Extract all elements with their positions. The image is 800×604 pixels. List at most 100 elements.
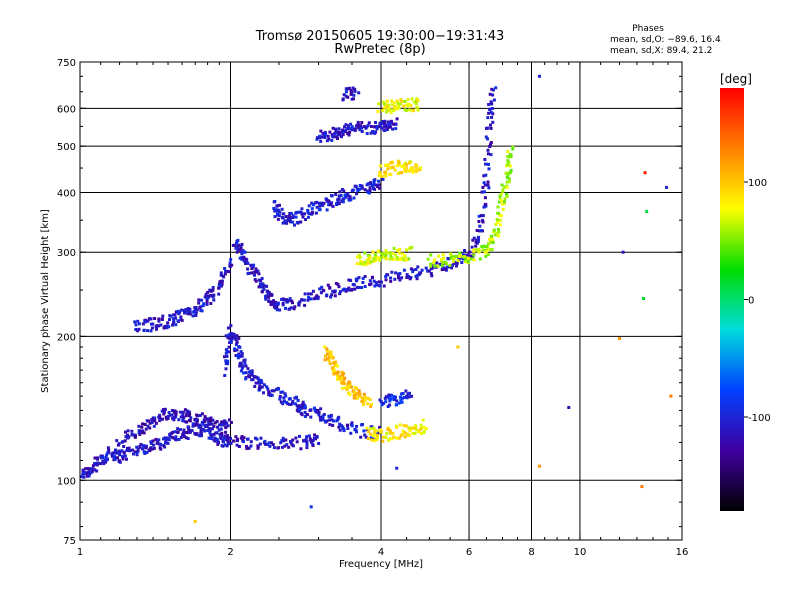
- data-point: [355, 192, 359, 196]
- data-point: [244, 377, 248, 381]
- data-point: [235, 334, 239, 338]
- data-point: [258, 378, 262, 382]
- data-point: [137, 327, 141, 331]
- data-point: [280, 207, 284, 211]
- data-point: [117, 449, 121, 453]
- data-point: [382, 121, 386, 124]
- data-point: [155, 327, 158, 331]
- data-point: [416, 273, 420, 277]
- data-point: [236, 437, 240, 441]
- data-point: [483, 158, 487, 161]
- data-point: [146, 319, 150, 323]
- data-point: [209, 419, 213, 423]
- data-point: [343, 125, 346, 129]
- data-point: [378, 398, 382, 402]
- data-point: [391, 127, 395, 131]
- data-point: [249, 444, 253, 448]
- data-point: [303, 212, 306, 216]
- data-point: [461, 253, 465, 257]
- data-point: [359, 435, 363, 439]
- data-point: [464, 257, 467, 261]
- data-point: [423, 429, 427, 433]
- data-point: [148, 449, 152, 453]
- data-point: [342, 382, 346, 385]
- data-point: [477, 247, 481, 251]
- data-point: [408, 108, 412, 112]
- data-point: [258, 282, 262, 286]
- data-point: [378, 258, 382, 262]
- data-point: [206, 296, 210, 300]
- data-point: [249, 440, 253, 444]
- data-point: [386, 251, 389, 255]
- data-point: [355, 424, 358, 428]
- data-point: [486, 137, 489, 141]
- data-point: [138, 432, 142, 436]
- data-point: [357, 253, 361, 257]
- data-point: [176, 430, 180, 434]
- data-point: [445, 262, 448, 266]
- data-point: [103, 458, 107, 462]
- data-point: [384, 278, 388, 282]
- data-point: [288, 307, 292, 311]
- data-point: [333, 132, 336, 136]
- data-point: [347, 278, 351, 282]
- data-point: [497, 211, 500, 215]
- data-point: [150, 447, 154, 451]
- data-point: [373, 439, 377, 443]
- data-point: [422, 425, 426, 429]
- data-point: [182, 428, 186, 432]
- data-point: [355, 285, 359, 289]
- data-point: [218, 280, 222, 284]
- data-point: [377, 183, 381, 187]
- data-point: [346, 194, 350, 197]
- data-point: [366, 190, 370, 194]
- data-point: [240, 257, 244, 261]
- data-point: [378, 170, 382, 174]
- data-point: [325, 347, 329, 351]
- data-point: [150, 421, 154, 424]
- data-point: [416, 108, 420, 112]
- data-point: [396, 104, 400, 108]
- data-point: [224, 367, 228, 371]
- data-point: [205, 300, 209, 303]
- data-point: [130, 429, 134, 433]
- data-point: [219, 283, 222, 287]
- data-point: [333, 294, 337, 298]
- data-point: [149, 329, 153, 333]
- data-point: [389, 111, 393, 115]
- data-point: [223, 267, 227, 270]
- data-point: [241, 249, 245, 253]
- data-point: [395, 399, 399, 403]
- data-point: [317, 411, 321, 415]
- data-point: [334, 281, 338, 285]
- data-point: [392, 435, 396, 439]
- data-point: [188, 310, 192, 314]
- data-point: [172, 418, 176, 422]
- data-point: [170, 409, 174, 412]
- data-point: [134, 328, 138, 331]
- data-point: [368, 398, 372, 402]
- data-point: [348, 196, 352, 200]
- data-point: [227, 270, 231, 274]
- data-point: [361, 262, 365, 266]
- data-point: [479, 229, 483, 233]
- data-point: [282, 439, 285, 443]
- data-point: [305, 413, 309, 417]
- data-point: [223, 272, 227, 276]
- data-point: [303, 292, 307, 296]
- data-point: [260, 385, 264, 389]
- data-point: [315, 410, 319, 414]
- data-point: [291, 399, 295, 403]
- data-point: [400, 276, 404, 280]
- data-point: [279, 441, 283, 445]
- data-point: [301, 215, 305, 219]
- data-point: [168, 318, 171, 321]
- data-point: [402, 258, 406, 262]
- data-point: [485, 126, 488, 130]
- data-point: [350, 90, 354, 94]
- data-point: [463, 253, 467, 257]
- data-point: [293, 223, 296, 227]
- data-point: [228, 333, 232, 337]
- data-point: [400, 400, 404, 404]
- colorbar-label: [deg]: [720, 72, 752, 86]
